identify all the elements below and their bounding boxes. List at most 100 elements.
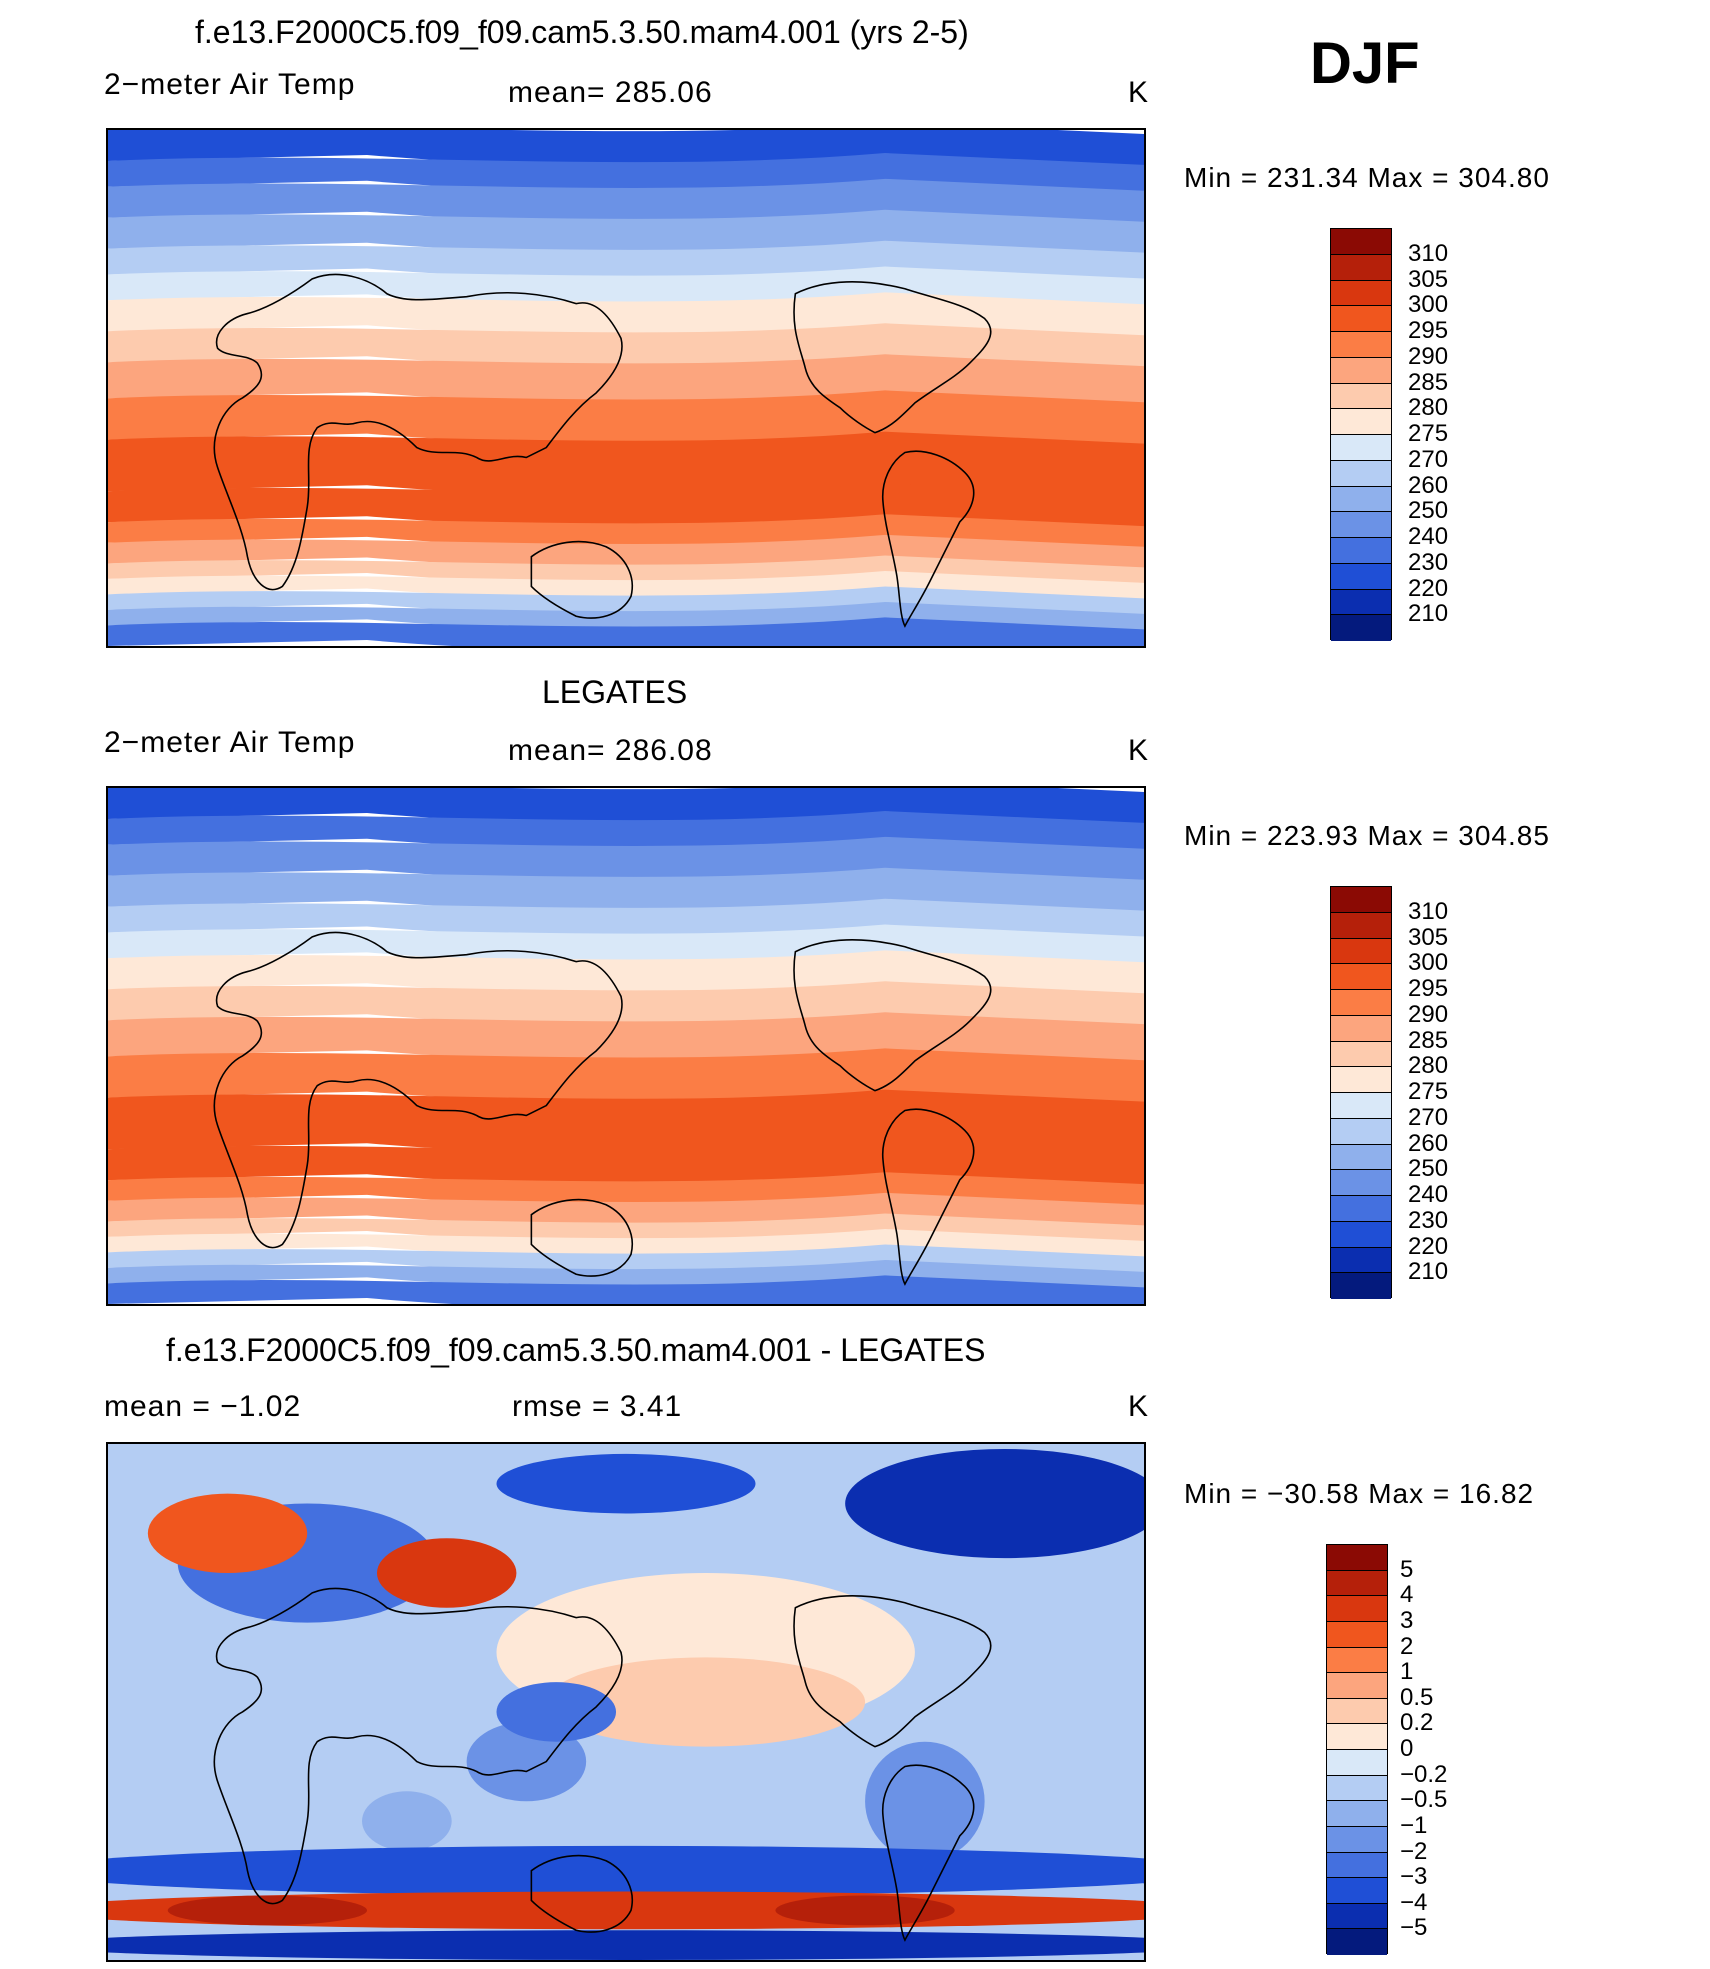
colorbar-swatch [1331,254,1391,281]
coastline [530,1854,633,1933]
temperature-map [106,786,1146,1306]
colorbar-tick-label: 305 [1408,923,1449,951]
colorbar-tick-label: 300 [1408,291,1449,319]
colorbar-swatch [1331,1041,1391,1068]
colorbar-tick-label: −1 [1400,1811,1428,1839]
colorbar-tick-label: −2 [1400,1837,1428,1865]
colorbar-tick-label: 310 [1408,897,1449,925]
difference-region [108,1930,1144,1960]
colorbar-swatch [1327,1545,1387,1571]
colorbar-tick-label: 290 [1408,1000,1449,1028]
map-canvas [108,1444,1144,1960]
colorbar-swatch [1327,1775,1387,1802]
panel-title: LEGATES [542,674,688,710]
colorbar-swatch [1327,1852,1387,1879]
map-canvas [108,788,1144,1304]
colorbar-swatch [1331,1118,1391,1145]
colorbar-tick-label: 220 [1408,1232,1449,1260]
temperature-map [106,128,1146,648]
colorbar-swatch [1331,306,1391,332]
colorbar-swatch [1331,887,1391,913]
colorbar-tick-label: 250 [1408,497,1449,525]
colorbar-swatch [1327,1596,1387,1622]
colorbar-swatch [1331,1221,1391,1248]
colorbar-tick-label: 295 [1408,317,1449,344]
colorbar-tick-label: 210 [1408,600,1449,628]
difference-region [108,1845,1144,1896]
colorbar-swatch [1327,1570,1387,1597]
colorbar-tick-label: 240 [1408,523,1449,550]
colorbar-tick-label: 280 [1408,394,1449,422]
colorbar-tick-label: 295 [1408,975,1449,1002]
difference-region [376,1538,517,1608]
colorbar-swatch [1331,383,1391,410]
colorbar-tick-label: −0.5 [1400,1786,1448,1814]
colorbar-tick-label: 270 [1408,445,1449,473]
season-label: DJF [1310,31,1420,96]
coastline [881,1764,975,1942]
difference-region [167,1895,367,1926]
colorbar-tick-label: 210 [1408,1258,1449,1286]
coastline [881,1108,975,1286]
colorbar-swatch [1327,1801,1387,1827]
colorbar-tick-label: 260 [1408,1129,1449,1157]
temperature-band [108,1275,1144,1304]
colorbar-swatch [1331,1247,1391,1274]
colorbar-swatch [1327,1647,1387,1674]
colorbar-swatch [1331,615,1391,641]
colorbar-swatch [1331,332,1391,358]
coastline [213,1587,623,1905]
colorbar-tick-label: 275 [1408,1078,1449,1105]
colorbar-swatch [1327,1724,1387,1750]
colorbar-swatch [1331,460,1391,487]
colorbar-tick-label: 305 [1408,265,1449,293]
units-label: K [1128,1390,1150,1423]
colorbar-swatch [1327,1621,1387,1648]
min-max-label: Min = 231.34 Max = 304.80 [1184,162,1550,193]
colorbar-swatch [1331,229,1391,255]
colorbar-swatch [1331,964,1391,990]
colorbar-tick-label: 0.5 [1400,1683,1434,1711]
min-max-label: Min = 223.93 Max = 304.85 [1184,820,1550,851]
panel-title: f.e13.F2000C5.f09_f09.cam5.3.50.mam4.001… [166,1332,986,1368]
colorbar-swatch [1331,1144,1391,1171]
colorbar-tick-label: 4 [1400,1581,1414,1609]
difference-map [106,1442,1146,1962]
colorbar-swatch [1331,409,1391,435]
colorbar-swatch [1331,1093,1391,1119]
temperature-band [108,617,1144,646]
colorbar [1330,228,1392,641]
mean-label: mean= 285.06 [508,76,713,109]
panel-title: f.e13.F2000C5.f09_f09.cam5.3.50.mam4.001… [195,14,969,50]
colorbar-tick-label: 5 [1400,1555,1414,1583]
colorbar-swatch [1331,1015,1391,1042]
coastline [530,540,633,619]
mean-label: mean = −1.02 [104,1390,302,1423]
colorbar-swatch [1331,357,1391,384]
colorbar-tick-label: 220 [1408,574,1449,602]
difference-region [546,1657,866,1747]
colorbar-tick-label: 310 [1408,239,1449,267]
colorbar-tick-label: 260 [1408,471,1449,499]
colorbar-tick-label: 300 [1408,949,1449,977]
colorbar-swatch [1331,435,1391,461]
difference-region [865,1741,985,1861]
colorbar-swatch [1331,486,1391,513]
colorbar-tick-label: 250 [1408,1155,1449,1183]
map-canvas [108,130,1144,646]
colorbar-tick-label: 270 [1408,1103,1449,1131]
difference-region [775,1895,955,1926]
colorbar-tick-label: 240 [1408,1181,1449,1208]
colorbar-tick-label: 230 [1408,1206,1449,1234]
colorbar-swatch [1327,1878,1387,1904]
colorbar-tick-label: 285 [1408,368,1449,396]
difference-region [362,1791,452,1851]
coastline [213,273,623,591]
colorbar-tick-label: 275 [1408,420,1449,447]
colorbar-tick-label: 0.2 [1400,1709,1434,1737]
colorbar-swatch [1327,1750,1387,1776]
colorbar-tick-label: −4 [1400,1888,1428,1916]
colorbar-swatch [1331,280,1391,307]
colorbar-swatch [1331,589,1391,616]
difference-region [845,1448,1144,1559]
